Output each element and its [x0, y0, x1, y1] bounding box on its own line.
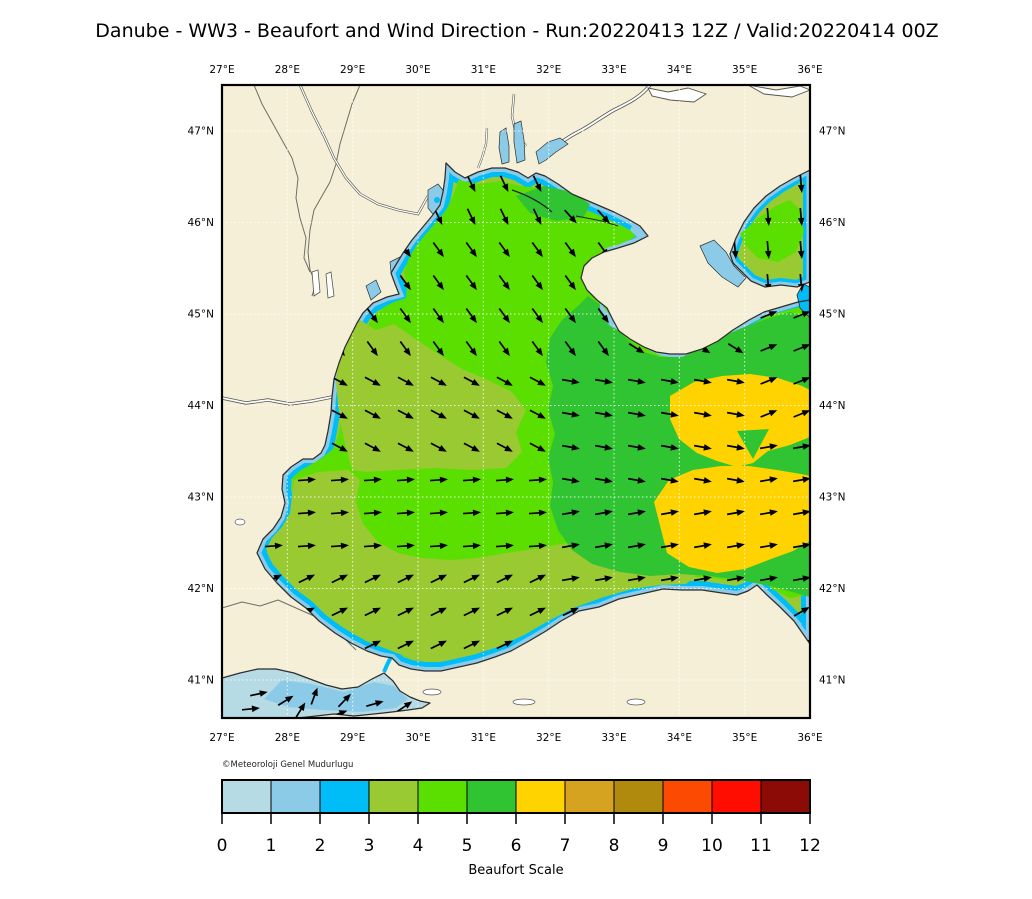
coastal-lake — [365, 279, 382, 301]
colorbar-tick-label: 2 — [315, 836, 326, 856]
azov-beaufort-4 — [740, 200, 804, 262]
lon-tick-top: 30°E — [405, 64, 430, 76]
lat-tick-right: 46°N — [819, 217, 845, 229]
delta-lake — [311, 269, 321, 297]
colorbar-segment — [662, 779, 713, 814]
lat-tick-left: 46°N — [188, 217, 214, 229]
colorbar-segment — [564, 779, 615, 814]
dzharylhach-spit — [575, 215, 619, 227]
reservoir — [747, 85, 810, 98]
colorbar-tick-label: 12 — [799, 836, 821, 856]
lat-tick-right: 41°N — [819, 675, 845, 687]
lake — [512, 698, 536, 706]
beaufort-6-region — [670, 374, 810, 467]
dnieper-liman — [535, 137, 569, 165]
lat-tick-right: 45°N — [819, 309, 845, 321]
colorbar-segment — [319, 779, 370, 814]
country-border — [253, 85, 311, 273]
tiligul-river — [476, 127, 489, 169]
lon-tick-bottom: 32°E — [536, 732, 561, 744]
colorbar-tick-label: 9 — [658, 836, 669, 856]
colorbar-segment — [368, 779, 419, 814]
gridlines — [222, 85, 810, 718]
lat-tick-right: 42°N — [819, 583, 845, 595]
lon-tick-bottom: 27°E — [209, 732, 234, 744]
lake — [422, 688, 442, 696]
colorbar-tick-label: 8 — [609, 836, 620, 856]
lon-tick-top: 27°E — [209, 64, 234, 76]
colorbar-tick-label: 10 — [701, 836, 723, 856]
colorbar-segment — [613, 779, 664, 814]
lon-tick-top: 32°E — [536, 64, 561, 76]
lon-tick-top: 34°E — [667, 64, 692, 76]
lon-tick-top: 36°E — [797, 64, 822, 76]
colorbar-tick-label: 1 — [266, 836, 277, 856]
lon-tick-top: 31°E — [471, 64, 496, 76]
colorbar-label: Beaufort Scale — [468, 863, 563, 878]
lon-tick-bottom: 36°E — [797, 732, 822, 744]
chart-title: Danube - WW3 - Beaufort and Wind Directi… — [95, 20, 938, 42]
lon-tick-bottom: 31°E — [471, 732, 496, 744]
colorbar-segment — [221, 779, 272, 814]
country-border — [307, 85, 361, 297]
kalamita-shallow — [600, 302, 618, 330]
colorbar: 0 1 2 3 4 5 6 7 8 9 10 11 12 — [217, 779, 821, 856]
lat-tick-left: 42°N — [188, 583, 214, 595]
lat-tick-left: 44°N — [188, 400, 214, 412]
lon-tick-top: 35°E — [732, 64, 757, 76]
colorbar-segment — [760, 779, 811, 814]
black-sea — [257, 163, 810, 671]
beaufort-3-region — [336, 320, 526, 472]
colorbar-tick-label: 7 — [560, 836, 571, 856]
map-body — [222, 85, 810, 718]
lat-tick-left: 43°N — [188, 492, 214, 504]
map-frame — [220, 83, 812, 720]
tendra-spit — [511, 189, 553, 213]
colorbar-segment — [270, 779, 321, 814]
dniester-liman-core — [434, 197, 440, 203]
lon-tick-bottom: 29°E — [340, 732, 365, 744]
lon-tick-bottom: 33°E — [601, 732, 626, 744]
lake — [234, 518, 246, 526]
lon-tick-top: 28°E — [275, 64, 300, 76]
colorbar-tick-label: 3 — [364, 836, 375, 856]
sea-of-azov — [730, 170, 810, 287]
axis-labels: 27°E 27°E 28°E 28°E 29°E 29°E 30°E 30°E 31°E 31°E… — [188, 64, 846, 744]
colorbar-tick-label: 6 — [511, 836, 522, 856]
colorbar-tick-label: 4 — [413, 836, 424, 856]
beaufort-5-notch — [737, 429, 769, 459]
colorbar-tick-label: 11 — [750, 836, 772, 856]
bosphorus-strait — [382, 656, 393, 673]
lat-tick-left: 47°N — [188, 126, 214, 138]
colorbar-segment — [417, 779, 468, 814]
delta-lake — [325, 271, 335, 299]
colorbar-tick-label: 5 — [462, 836, 473, 856]
lon-tick-bottom: 35°E — [732, 732, 757, 744]
colorbar-segment — [711, 779, 762, 814]
lat-tick-right: 43°N — [819, 492, 845, 504]
berezan-liman — [498, 127, 510, 165]
colorbar-segment — [466, 779, 517, 814]
lake — [626, 698, 646, 706]
lon-tick-bottom: 30°E — [405, 732, 430, 744]
sivash-lagoon — [699, 239, 747, 288]
reservoir — [647, 87, 708, 103]
lon-tick-top: 29°E — [340, 64, 365, 76]
lat-tick-left: 41°N — [188, 675, 214, 687]
colorbar-segment — [515, 779, 566, 814]
colorbar-tick-label: 0 — [217, 836, 228, 856]
lat-tick-right: 44°N — [819, 400, 845, 412]
copyright-note: ©Meteoroloji Genel Mudurlugu — [222, 760, 353, 770]
lat-tick-right: 47°N — [819, 126, 845, 138]
lon-tick-bottom: 34°E — [667, 732, 692, 744]
lon-tick-bottom: 28°E — [275, 732, 300, 744]
lat-tick-left: 45°N — [188, 309, 214, 321]
lon-tick-top: 33°E — [601, 64, 626, 76]
